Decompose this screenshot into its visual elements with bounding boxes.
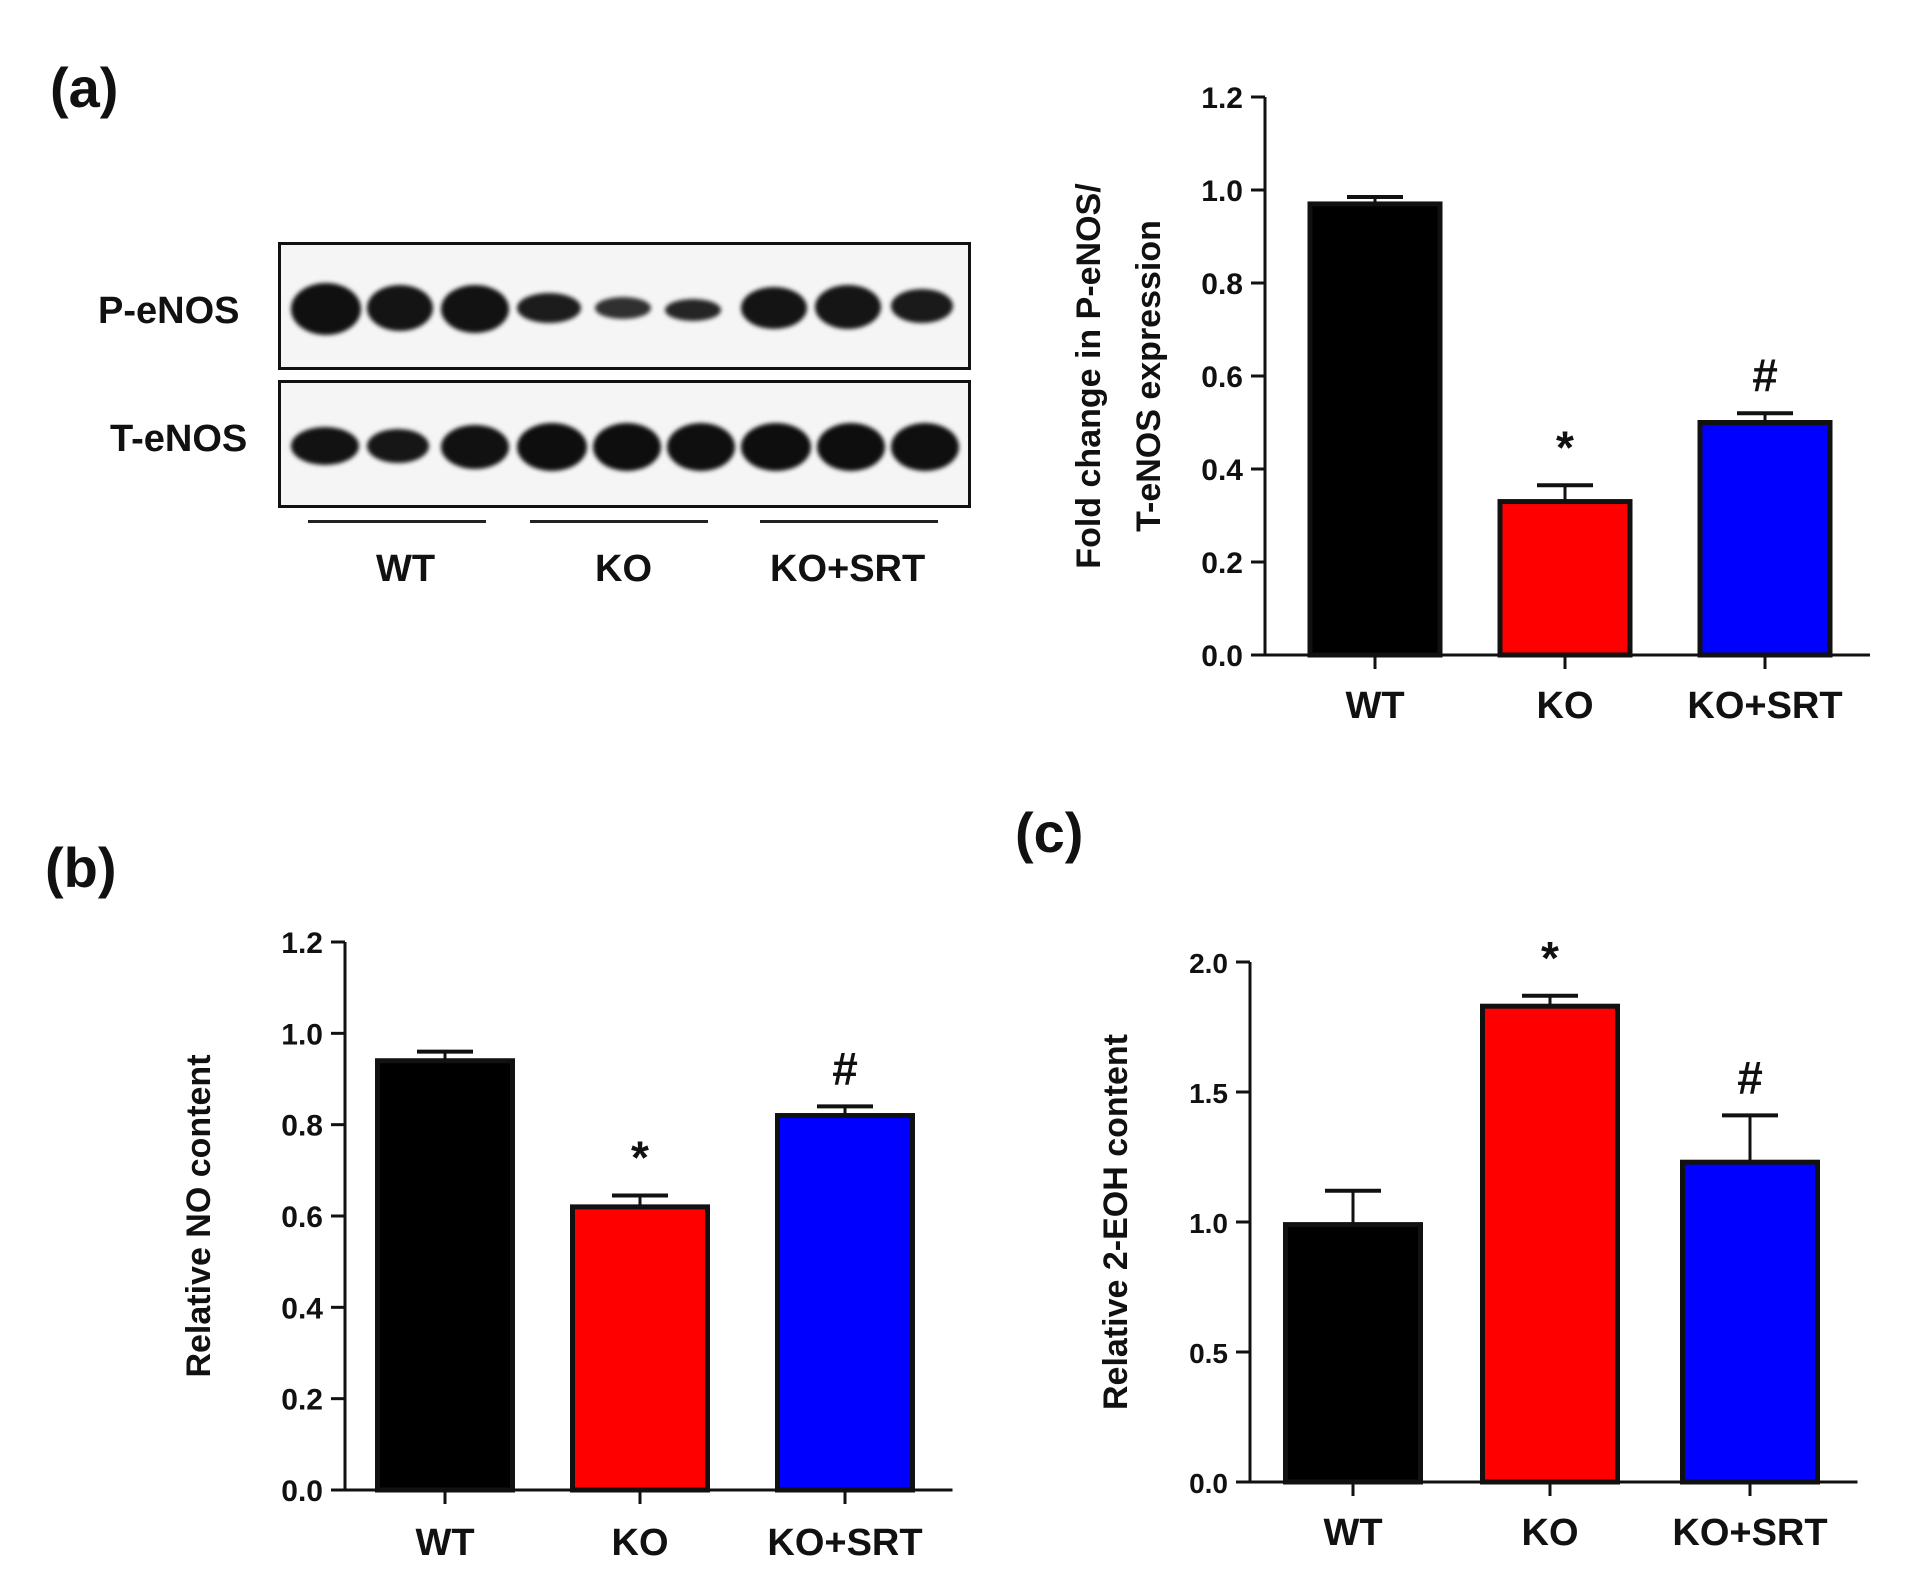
y-tick-label: 0.6 — [1201, 361, 1243, 394]
y-tick-label: 0.0 — [1201, 640, 1243, 673]
y-tick-label: 2.0 — [1189, 948, 1228, 979]
y-tick-label: 0.6 — [281, 1201, 323, 1234]
y-tick-label: 0.4 — [1201, 454, 1243, 487]
significance-marker: * — [631, 1131, 649, 1183]
x-tick-label: WT — [1323, 1512, 1382, 1554]
panel-label-b: (b) — [45, 836, 117, 899]
bar-ko-srt — [1697, 420, 1833, 658]
y-tick-label: 1.5 — [1189, 1078, 1228, 1109]
blot-band — [593, 423, 661, 471]
chart-a: 0.0 0.2 0.4 0.6 0.8 1.0 1.2 Fold change in P-eN… — [1070, 82, 1870, 727]
y-axis-label: Fold change in P-eNOS/ — [1070, 183, 1108, 569]
x-tick-label: KO — [612, 1522, 669, 1564]
y-tick-label: 0.2 — [1201, 547, 1243, 580]
blot-band — [291, 283, 361, 335]
chart-c: 0.0 0.5 1.0 1.5 2.0 Relative 2-EOH content WT K… — [1097, 932, 1858, 1554]
blot-band — [517, 293, 581, 323]
y-tick-label: 1.2 — [1201, 82, 1243, 115]
y-axis-label: Relative NO content — [180, 1054, 218, 1377]
blot-group-line-ko-srt — [760, 520, 938, 523]
blot-band — [367, 285, 433, 331]
blot-band — [891, 423, 959, 471]
blot-band — [665, 299, 721, 321]
blot-group-line-wt — [308, 520, 486, 523]
blot-band — [441, 425, 509, 469]
bar-ko-srt — [775, 1113, 915, 1493]
blot-group-label-ko-srt: KO+SRT — [770, 548, 926, 590]
bar-wt — [375, 1058, 515, 1493]
y-tick-label: 0.0 — [1189, 1468, 1228, 1499]
blot-band — [517, 423, 587, 471]
bar-wt — [1307, 201, 1443, 658]
chart-b: 0.0 0.2 0.4 0.6 0.8 1.0 1.2 Relative NO content… — [180, 927, 953, 1564]
y-tick-label: 1.0 — [1201, 175, 1243, 208]
y-tick-label: 1.0 — [281, 1018, 323, 1051]
blot-row-label-p-enos: P-eNOS — [98, 290, 240, 332]
bar-ko — [570, 1204, 710, 1493]
bar-wt — [1283, 1222, 1423, 1485]
western-blot-t-enos — [278, 380, 971, 508]
blot-band — [741, 287, 807, 329]
blot-row-label-t-enos: T-eNOS — [110, 418, 248, 460]
panel-label-c: (c) — [1015, 801, 1084, 864]
blot-band — [741, 423, 811, 471]
x-tick-label: KO+SRT — [1687, 685, 1842, 727]
blot-band — [291, 427, 359, 465]
blot-group-line-ko — [530, 520, 708, 523]
x-tick-label: WT — [1345, 685, 1404, 727]
blot-band — [667, 423, 735, 471]
y-tick-label: 0.8 — [281, 1110, 323, 1143]
bar-ko-srt — [1680, 1159, 1820, 1485]
significance-marker: # — [1737, 1051, 1763, 1103]
panel-label-a: (a) — [50, 56, 119, 119]
blot-band — [367, 429, 429, 463]
y-axis-label: T-eNOS expression — [1130, 220, 1168, 532]
blot-band — [891, 289, 953, 323]
y-tick-label: 0.5 — [1189, 1338, 1228, 1369]
blot-band — [595, 297, 651, 319]
blot-group-label-wt: WT — [376, 548, 436, 590]
significance-marker: * — [1556, 421, 1574, 473]
y-tick-label: 0.8 — [1201, 268, 1243, 301]
blot-band — [815, 285, 881, 329]
significance-marker: # — [1752, 349, 1778, 401]
western-blot-p-enos — [278, 242, 971, 370]
y-tick-label: 1.0 — [1189, 1208, 1228, 1239]
x-tick-label: KO+SRT — [767, 1522, 922, 1564]
x-tick-label: KO — [1522, 1512, 1579, 1554]
y-tick-label: 0.2 — [281, 1384, 323, 1417]
significance-marker: # — [832, 1042, 858, 1094]
bar-ko — [1480, 1003, 1620, 1485]
x-tick-label: KO — [1537, 685, 1594, 727]
significance-marker: * — [1541, 932, 1559, 984]
y-tick-label: 0.4 — [281, 1292, 323, 1325]
y-axis-label: Relative 2-EOH content — [1097, 1034, 1135, 1410]
y-tick-label: 1.2 — [281, 927, 323, 960]
blot-group-label-ko: KO — [595, 548, 652, 590]
x-tick-label: KO+SRT — [1672, 1512, 1827, 1554]
blot-band — [817, 423, 885, 471]
x-tick-label: WT — [415, 1522, 474, 1564]
y-tick-label: 0.0 — [281, 1475, 323, 1508]
bar-ko — [1497, 499, 1633, 658]
blot-band — [441, 285, 509, 333]
